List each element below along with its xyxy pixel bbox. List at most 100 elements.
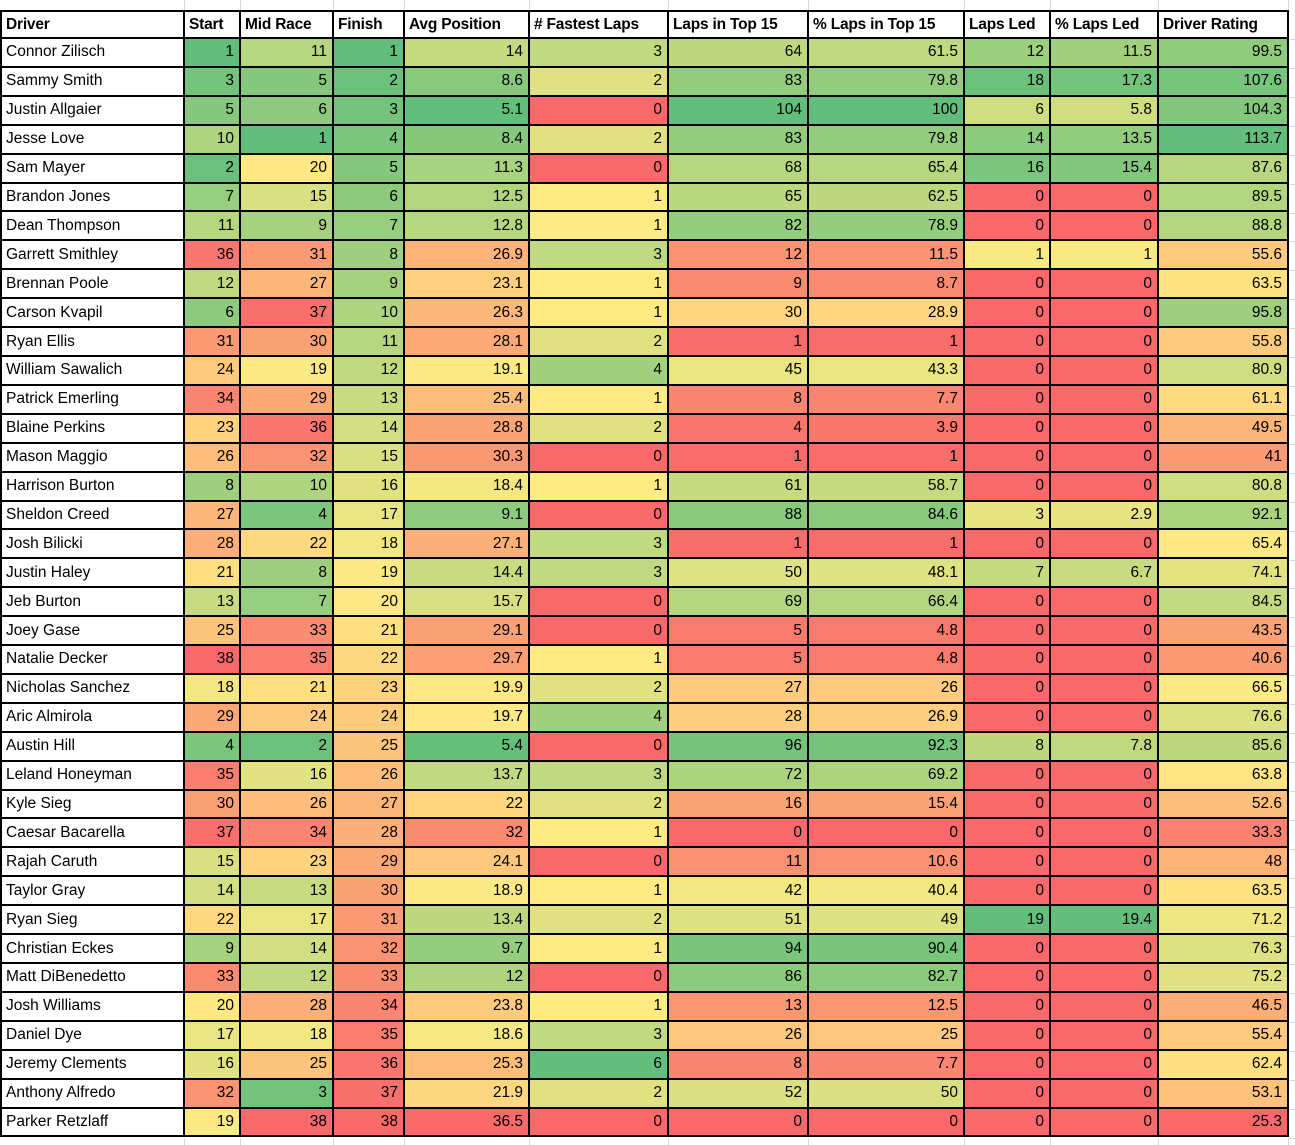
cell-mid-race[interactable]: 31 — [241, 241, 334, 271]
cell-laps-in-top15[interactable]: 65 — [669, 183, 809, 213]
cell-fastest-laps[interactable]: 0 — [530, 501, 669, 531]
cell-pct-laps-top15[interactable]: 92.3 — [809, 732, 965, 762]
cell-driver-name[interactable]: Jeremy Clements — [2, 1050, 185, 1080]
cell-fastest-laps[interactable]: 1 — [530, 472, 669, 502]
cell-driver-rating[interactable]: 89.5 — [1159, 183, 1289, 213]
cell-driver-name[interactable]: Brandon Jones — [2, 183, 185, 213]
cell-pct-laps-top15[interactable]: 61.5 — [809, 39, 965, 68]
cell-mid-race[interactable]: 21 — [241, 674, 334, 704]
cell-pct-laps-led[interactable]: 0 — [1051, 1079, 1159, 1109]
cell-laps-in-top15[interactable]: 0 — [669, 819, 809, 849]
cell-driver-name[interactable]: Connor Zilisch — [2, 39, 185, 68]
cell-avg-position[interactable]: 23.8 — [405, 992, 530, 1022]
cell-fastest-laps[interactable]: 3 — [530, 1021, 669, 1051]
cell-mid-race[interactable]: 4 — [241, 501, 334, 531]
cell-laps-led[interactable]: 0 — [965, 183, 1051, 213]
cell-fastest-laps[interactable]: 1 — [530, 270, 669, 300]
cell-laps-led[interactable]: 0 — [965, 703, 1051, 733]
cell-driver-name[interactable]: Natalie Decker — [2, 646, 185, 675]
cell-fastest-laps[interactable]: 0 — [530, 96, 669, 126]
cell-driver-name[interactable]: Joey Gase — [2, 617, 185, 647]
cell-avg-position[interactable]: 21.9 — [405, 1079, 530, 1109]
cell-mid-race[interactable]: 8 — [241, 559, 334, 589]
cell-driver-rating[interactable]: 80.8 — [1159, 472, 1289, 502]
cell-pct-laps-top15[interactable]: 7.7 — [809, 385, 965, 415]
cell-mid-race[interactable]: 38 — [241, 1108, 334, 1138]
cell-avg-position[interactable]: 19.7 — [405, 703, 530, 733]
cell-laps-led[interactable]: 1 — [965, 241, 1051, 271]
cell-fastest-laps[interactable]: 6 — [530, 1050, 669, 1080]
cell-pct-laps-top15[interactable]: 43.3 — [809, 356, 965, 386]
cell-laps-in-top15[interactable]: 1 — [669, 530, 809, 560]
cell-driver-name[interactable]: Kyle Sieg — [2, 790, 185, 820]
cell-mid-race[interactable]: 1 — [241, 125, 334, 155]
cell-laps-led[interactable]: 6 — [965, 96, 1051, 126]
cell-avg-position[interactable]: 30.3 — [405, 443, 530, 473]
cell-pct-laps-top15[interactable]: 79.8 — [809, 125, 965, 155]
cell-fastest-laps[interactable]: 3 — [530, 761, 669, 791]
cell-start[interactable]: 36 — [185, 241, 241, 271]
cell-driver-rating[interactable]: 53.1 — [1159, 1079, 1289, 1109]
cell-pct-laps-led[interactable]: 0 — [1051, 819, 1159, 849]
cell-driver-rating[interactable]: 92.1 — [1159, 501, 1289, 531]
cell-finish[interactable]: 16 — [334, 472, 405, 502]
cell-driver-rating[interactable]: 99.5 — [1159, 39, 1289, 68]
cell-finish[interactable]: 28 — [334, 819, 405, 849]
cell-driver-rating[interactable]: 61.1 — [1159, 385, 1289, 415]
cell-finish[interactable]: 25 — [334, 732, 405, 762]
cell-pct-laps-led[interactable]: 0 — [1051, 414, 1159, 444]
cell-laps-led[interactable]: 0 — [965, 964, 1051, 993]
cell-driver-name[interactable]: Matt DiBenedetto — [2, 964, 185, 993]
cell-pct-laps-led[interactable]: 0 — [1051, 328, 1159, 357]
cell-laps-in-top15[interactable]: 45 — [669, 356, 809, 386]
cell-start[interactable]: 3 — [185, 67, 241, 97]
cell-pct-laps-led[interactable]: 0 — [1051, 848, 1159, 878]
cell-fastest-laps[interactable]: 2 — [530, 906, 669, 936]
cell-driver-rating[interactable]: 55.4 — [1159, 1021, 1289, 1051]
col-header-finish[interactable]: Finish — [334, 12, 405, 39]
cell-pct-laps-led[interactable]: 0 — [1051, 212, 1159, 242]
cell-pct-laps-led[interactable]: 0 — [1051, 588, 1159, 618]
cell-mid-race[interactable]: 17 — [241, 906, 334, 936]
cell-pct-laps-top15[interactable]: 10.6 — [809, 848, 965, 878]
cell-start[interactable]: 29 — [185, 703, 241, 733]
cell-laps-led[interactable]: 0 — [965, 790, 1051, 820]
cell-pct-laps-top15[interactable]: 12.5 — [809, 992, 965, 1022]
cell-start[interactable]: 19 — [185, 1108, 241, 1138]
cell-pct-laps-top15[interactable]: 15.4 — [809, 790, 965, 820]
cell-pct-laps-led[interactable]: 0 — [1051, 790, 1159, 820]
cell-pct-laps-led[interactable]: 0 — [1051, 646, 1159, 675]
cell-driver-rating[interactable]: 85.6 — [1159, 732, 1289, 762]
cell-pct-laps-top15[interactable]: 82.7 — [809, 964, 965, 993]
cell-start[interactable]: 25 — [185, 617, 241, 647]
cell-finish[interactable]: 2 — [334, 67, 405, 97]
cell-mid-race[interactable]: 20 — [241, 154, 334, 184]
cell-pct-laps-led[interactable]: 0 — [1051, 935, 1159, 964]
cell-mid-race[interactable]: 15 — [241, 183, 334, 213]
cell-pct-laps-top15[interactable]: 4.8 — [809, 617, 965, 647]
cell-finish[interactable]: 24 — [334, 703, 405, 733]
cell-pct-laps-top15[interactable]: 48.1 — [809, 559, 965, 589]
cell-start[interactable]: 16 — [185, 1050, 241, 1080]
cell-driver-rating[interactable]: 46.5 — [1159, 992, 1289, 1022]
cell-mid-race[interactable]: 34 — [241, 819, 334, 849]
cell-avg-position[interactable]: 18.9 — [405, 877, 530, 907]
cell-laps-in-top15[interactable]: 12 — [669, 241, 809, 271]
cell-avg-position[interactable]: 26.3 — [405, 299, 530, 329]
cell-finish[interactable]: 32 — [334, 935, 405, 964]
cell-fastest-laps[interactable]: 1 — [530, 992, 669, 1022]
cell-mid-race[interactable]: 35 — [241, 646, 334, 675]
cell-finish[interactable]: 30 — [334, 877, 405, 907]
cell-finish[interactable]: 4 — [334, 125, 405, 155]
cell-mid-race[interactable]: 32 — [241, 443, 334, 473]
cell-finish[interactable]: 37 — [334, 1079, 405, 1109]
cell-avg-position[interactable]: 18.6 — [405, 1021, 530, 1051]
cell-finish[interactable]: 23 — [334, 674, 405, 704]
cell-mid-race[interactable]: 29 — [241, 385, 334, 415]
cell-start[interactable]: 2 — [185, 154, 241, 184]
cell-mid-race[interactable]: 13 — [241, 877, 334, 907]
cell-driver-name[interactable]: Parker Retzlaff — [2, 1108, 185, 1138]
cell-driver-name[interactable]: Rajah Caruth — [2, 848, 185, 878]
cell-driver-name[interactable]: Jesse Love — [2, 125, 185, 155]
cell-driver-name[interactable]: Nicholas Sanchez — [2, 674, 185, 704]
